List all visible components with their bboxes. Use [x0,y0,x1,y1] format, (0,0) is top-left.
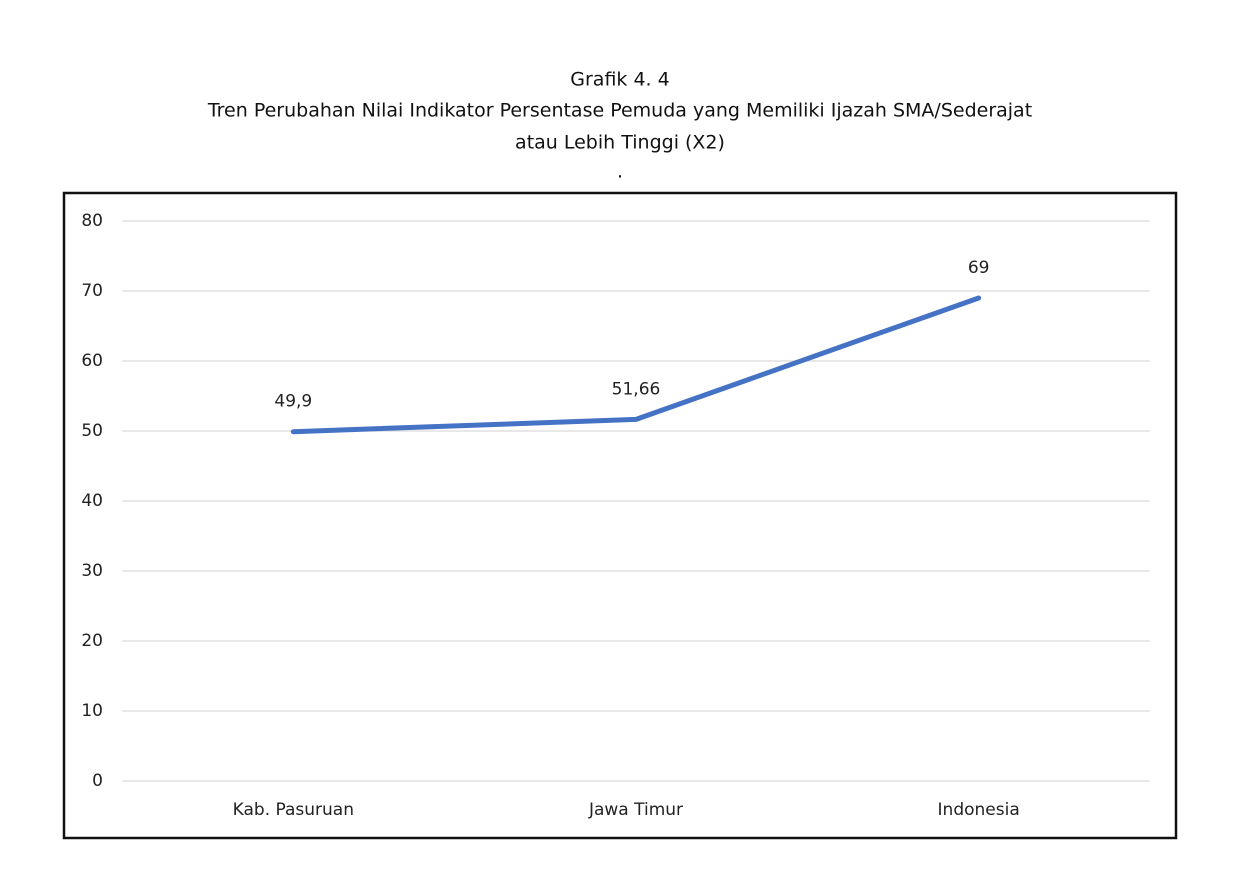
y-tick-label: 0 [92,771,103,791]
x-tick-label: Indonesia [938,800,1020,820]
chart-frame [62,191,1178,840]
x-tick-label: Kab. Pasuruan [233,800,354,820]
chart-title: atau Lebih Tinggi (X2) [515,132,725,154]
x-tick-label: Jawa Timur [588,800,683,820]
chart-title: Grafik 4. 4 [570,69,669,91]
y-tick-label: 60 [81,351,103,371]
y-tick-label: 10 [81,701,103,721]
y-tick-label: 50 [81,421,103,441]
note: . [617,161,623,183]
y-tick-label: 40 [81,491,103,511]
data-label: 51,66 [612,379,661,399]
chart-title: Tren Perubahan Nilai Indikator Persentas… [207,100,1032,122]
data-line [290,295,982,435]
y-tick-label: 70 [81,281,103,301]
data-label: 49,9 [274,392,312,412]
y-tick-label: 30 [81,561,103,581]
y-tick-label: 80 [81,211,103,231]
y-tick-label: 20 [81,631,103,651]
data-label: 69 [968,258,990,278]
